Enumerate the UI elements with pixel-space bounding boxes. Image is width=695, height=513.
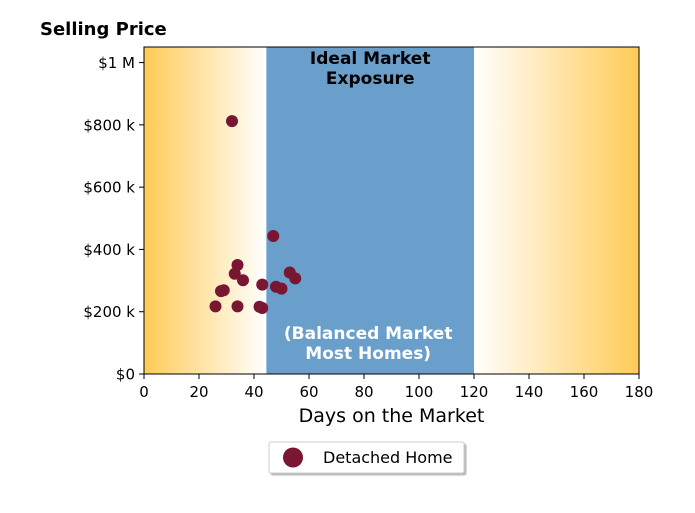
data-point	[275, 282, 288, 295]
legend-label: Detached Home	[323, 448, 453, 467]
data-point	[228, 267, 241, 280]
y-tick-label: $600 k	[83, 179, 135, 197]
y-axis: $0 $200 k $400 k $600 k $800 k $1 M	[83, 54, 144, 384]
data-point	[226, 115, 238, 128]
data-point	[256, 278, 269, 291]
x-tick-label: 160	[570, 383, 599, 401]
x-tick-label: 180	[625, 383, 654, 401]
y-tick-label: $200 k	[83, 303, 135, 321]
data-point	[267, 230, 280, 243]
left-gradient-region	[144, 47, 267, 374]
data-point	[231, 300, 244, 313]
x-tick-label: 60	[299, 383, 318, 401]
band-top-label-line: Ideal Market	[310, 49, 431, 69]
x-tick-label: 20	[189, 383, 208, 401]
x-tick-label: 100	[405, 383, 434, 401]
data-point	[256, 301, 269, 314]
data-point	[289, 272, 302, 285]
band-top-label-line: Exposure	[326, 69, 415, 89]
chart-title: Selling Price	[40, 19, 167, 40]
legend-marker-detached-home	[283, 447, 303, 468]
right-gradient-region	[474, 47, 639, 374]
band-bottom-label-line: Most Homes)	[305, 344, 431, 364]
x-tick-label: 0	[139, 383, 149, 401]
plot-background	[144, 47, 639, 374]
x-tick-label: 80	[354, 383, 373, 401]
legend: Detached Home	[268, 441, 465, 474]
data-point	[217, 284, 230, 297]
y-tick-label: $1 M	[98, 54, 135, 72]
x-axis: 0 20 40 60 80 100 120 140 160 180	[139, 374, 653, 401]
plot-frame	[143, 46, 640, 375]
y-tick-label: $800 k	[83, 116, 135, 134]
x-axis-title: Days on the Market	[299, 405, 485, 427]
data-point	[237, 274, 249, 287]
x-tick-label: 40	[244, 383, 263, 401]
x-tick-label: 120	[460, 383, 489, 401]
y-tick-label: $400 k	[83, 241, 135, 259]
data-point	[209, 300, 222, 313]
x-tick-label: 140	[515, 383, 544, 401]
data-points	[209, 115, 302, 314]
y-tick-label: $0	[116, 366, 135, 384]
legend-box	[268, 441, 465, 474]
ideal-exposure-band	[266, 47, 474, 374]
band-bottom-label-line: (Balanced Market	[284, 324, 453, 344]
